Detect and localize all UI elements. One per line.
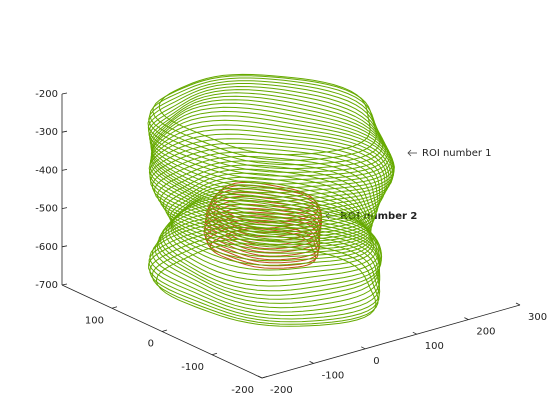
contour <box>147 83 387 173</box>
y-tick-label: -100 <box>181 362 204 373</box>
contour <box>148 230 381 320</box>
contour <box>149 95 393 189</box>
x-tick <box>361 346 366 350</box>
y-tick <box>161 329 168 332</box>
contour <box>169 180 372 258</box>
contour <box>165 196 380 282</box>
contour <box>203 215 321 261</box>
contour <box>157 207 382 296</box>
z-tick-label: -500 <box>35 204 58 215</box>
contour <box>170 184 372 262</box>
x-tick <box>464 317 469 320</box>
contour <box>149 142 381 233</box>
x-tick-label: 100 <box>425 341 444 352</box>
y-tick-label: -200 <box>231 385 254 396</box>
x-tick-label: 300 <box>528 312 547 323</box>
x-tick <box>309 361 314 364</box>
contour <box>149 77 381 166</box>
contour <box>148 80 384 170</box>
x-tick-label: 0 <box>373 356 379 367</box>
x-tick <box>515 302 521 306</box>
annotation: ROI number 2 <box>340 211 417 222</box>
contour <box>150 115 394 211</box>
contour <box>168 193 378 276</box>
contour <box>150 106 395 203</box>
y-tick-label: 0 <box>148 339 154 350</box>
x-tick-label: -200 <box>270 385 293 396</box>
z-tick-label: -600 <box>35 242 58 253</box>
contour <box>148 133 386 227</box>
z-tick <box>61 169 68 171</box>
y-tick <box>111 306 118 309</box>
contour <box>150 119 392 215</box>
contour <box>154 215 380 304</box>
z-tick-label: -700 <box>35 280 58 291</box>
contour <box>162 199 382 287</box>
z-tick <box>61 207 68 209</box>
z-tick <box>61 130 68 133</box>
x-tick <box>412 331 417 335</box>
z-tick-label: -200 <box>35 89 58 100</box>
contour <box>150 147 379 236</box>
z-tick <box>61 245 68 248</box>
x-axis <box>261 304 521 379</box>
contour <box>151 219 380 309</box>
contour <box>148 89 390 181</box>
y-tick-label: 100 <box>85 315 104 326</box>
roi-contours <box>147 73 395 327</box>
contour <box>149 128 388 223</box>
z-tick-label: -400 <box>35 165 58 176</box>
z-tick <box>61 283 68 286</box>
contour <box>148 92 392 185</box>
annotation: ROI number 1 <box>422 148 492 159</box>
z-tick-label: -300 <box>35 127 58 138</box>
contour <box>159 203 383 292</box>
x-tick <box>257 375 263 379</box>
contour <box>148 138 383 230</box>
contour <box>147 85 389 177</box>
contour <box>150 99 394 194</box>
contour <box>171 187 373 266</box>
z-tick <box>61 92 68 95</box>
contour <box>150 102 395 198</box>
annotation-arrowhead <box>407 149 412 157</box>
contour <box>149 223 381 313</box>
contour <box>150 124 390 219</box>
contour <box>152 75 377 161</box>
x-tick-label: 200 <box>476 327 495 338</box>
contour <box>170 191 375 271</box>
contour <box>158 73 371 156</box>
x-tick-label: -100 <box>322 370 345 381</box>
contour <box>156 211 381 300</box>
y-tick <box>261 376 268 379</box>
y-tick <box>211 352 218 356</box>
contour <box>151 110 395 207</box>
